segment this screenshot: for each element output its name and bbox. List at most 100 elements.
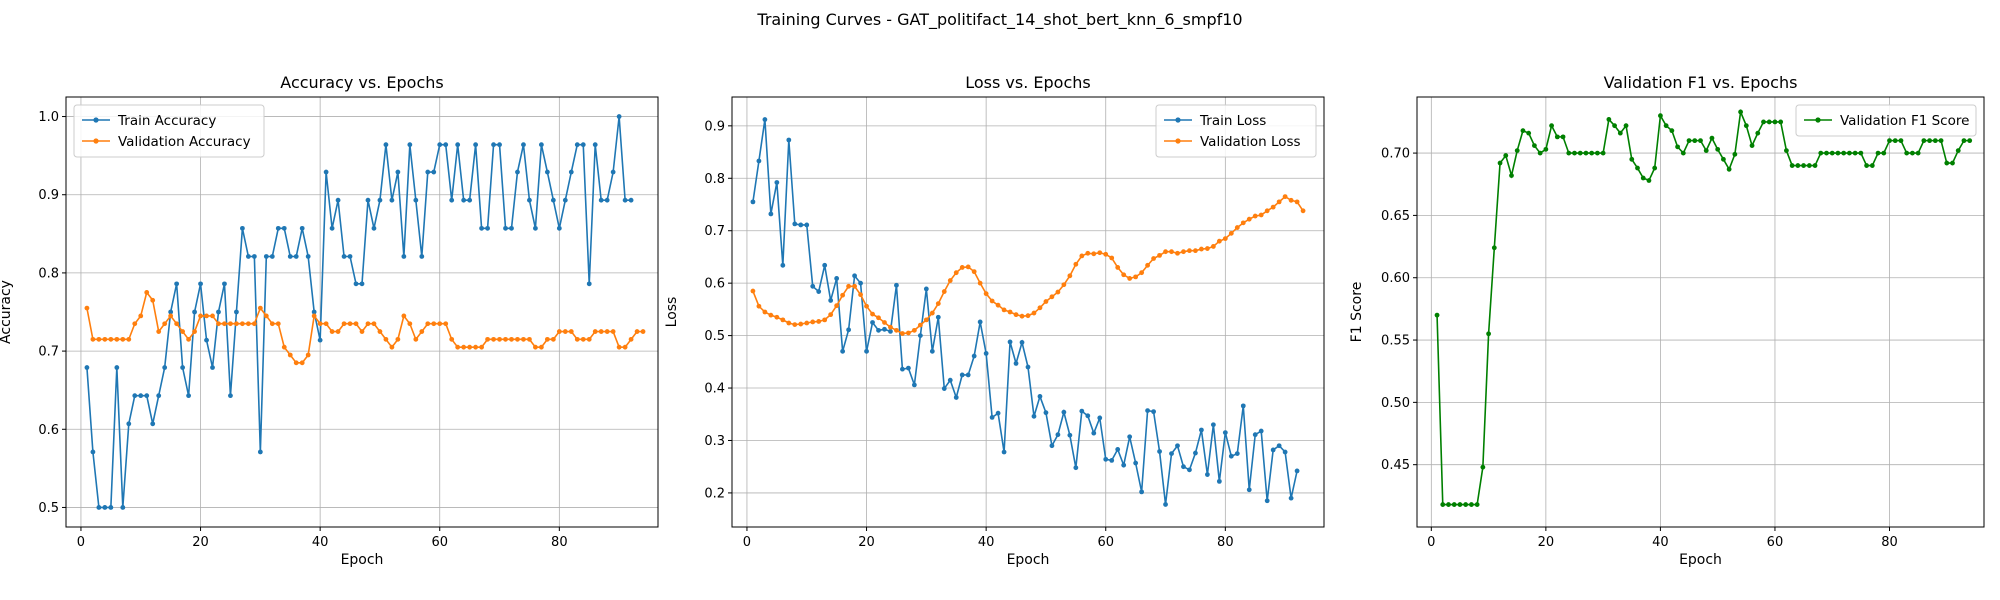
train-loss-point (876, 327, 881, 333)
validation-loss-point (1282, 194, 1288, 200)
validation-accuracy-point (198, 313, 203, 319)
validation-f1-score-point (1789, 163, 1795, 168)
train-loss-point (1085, 413, 1091, 419)
validation-f1-score-point (1715, 146, 1721, 152)
validation-accuracy-point (186, 336, 191, 342)
validation-loss-point (1300, 208, 1306, 214)
train-loss-point (1091, 430, 1097, 436)
validation-f1-score-point (1778, 119, 1784, 125)
validation-loss-point (1109, 255, 1115, 261)
validation-accuracy-point (216, 321, 221, 327)
y-tick-label: 0.9 (38, 188, 59, 203)
train-loss-point (1127, 434, 1133, 440)
validation-f1-score-point (1858, 150, 1864, 156)
validation-accuracy-point (383, 336, 389, 342)
train-accuracy-point (180, 365, 186, 370)
validation-loss-point (1270, 204, 1276, 210)
legend-swatch-marker (1175, 117, 1181, 123)
train-accuracy-point (377, 197, 383, 203)
train-loss-point (864, 348, 869, 354)
train-loss-point (1175, 443, 1180, 449)
validation-loss-point (858, 292, 863, 298)
y-tick-label: 0.7 (704, 224, 725, 239)
validation-f1-score-point (1549, 123, 1554, 129)
validation-f1-score-point (1755, 130, 1761, 136)
validation-accuracy-point (359, 329, 365, 334)
validation-f1-score-point (1944, 160, 1950, 166)
validation-f1-score-point (1904, 150, 1910, 156)
x-tick-label: 80 (551, 535, 568, 550)
validation-loss-point (1288, 197, 1294, 203)
train-loss-point (900, 366, 905, 372)
validation-f1-score-point (1732, 151, 1738, 157)
validation-loss-point (1187, 248, 1192, 254)
validation-accuracy-point (604, 329, 610, 334)
train-accuracy-point (515, 169, 520, 175)
train-loss-point (995, 410, 1001, 416)
x-tick-label: 60 (1097, 535, 1114, 550)
train-loss-point (1001, 449, 1007, 455)
validation-f1-score-point (1474, 502, 1480, 507)
validation-loss-point (1073, 261, 1079, 267)
validation-loss-point (1097, 250, 1103, 256)
train-accuracy-point (186, 393, 191, 399)
validation-f1-score-point (1869, 163, 1875, 168)
train-accuracy-point (383, 142, 389, 148)
validation-accuracy-point (461, 344, 467, 350)
validation-accuracy-point (144, 290, 150, 295)
validation-loss-point (971, 269, 977, 275)
validation-f1-score-point (1469, 502, 1474, 507)
train-loss-point (882, 326, 887, 332)
train-accuracy-point (413, 197, 419, 203)
validation-loss-point (774, 314, 780, 320)
train-accuracy-point (437, 142, 443, 148)
validation-accuracy-point (562, 329, 568, 334)
train-loss-point (1193, 450, 1198, 456)
validation-loss-point (756, 303, 762, 309)
train-loss-point (929, 348, 935, 354)
train-accuracy-point (407, 142, 413, 148)
validation-loss-series (750, 194, 1306, 336)
train-loss-point (1258, 428, 1264, 434)
train-accuracy-point (240, 225, 245, 231)
validation-f1-score-point (1554, 134, 1560, 140)
train-accuracy-point (150, 421, 156, 427)
validation-accuracy-point (96, 336, 102, 342)
loss-vs-epochs-legend: Train Loss Validation Loss (1155, 104, 1317, 158)
validation-accuracy-point (240, 321, 245, 327)
validation-f1-score-point (1486, 331, 1491, 337)
validation-accuracy-point (628, 336, 634, 342)
train-loss-point (1043, 410, 1049, 416)
train-accuracy-point (419, 254, 425, 259)
validation-f1-score-point (1772, 119, 1778, 125)
validation-f1-vs-epochs-axes-frame (1416, 96, 1985, 528)
validation-f1-score-line (1436, 108, 1970, 506)
train-accuracy-point (90, 449, 96, 455)
train-loss-point (1139, 489, 1145, 495)
train-accuracy-point (138, 393, 144, 399)
train-accuracy-point (491, 142, 496, 148)
train-accuracy-point (323, 169, 329, 175)
validation-f1-score-point (1652, 165, 1658, 171)
train-accuracy-point (550, 197, 556, 203)
train-loss-point (750, 199, 756, 205)
validation-f1-score-point (1875, 150, 1881, 156)
train-loss-point (810, 283, 816, 289)
train-accuracy-point (257, 449, 263, 455)
validation-f1-score-point (1961, 138, 1967, 144)
train-loss-point (1294, 468, 1300, 474)
y-tick-label: 0.6 (38, 423, 59, 438)
validation-f1-score-point (1847, 150, 1852, 156)
y-tick-label: 0.5 (704, 329, 725, 344)
train-accuracy-point (216, 309, 221, 315)
validation-f1-score-point (1841, 150, 1847, 156)
validation-loss-point (1169, 249, 1174, 255)
train-loss-point (786, 137, 792, 143)
y-tick-label: 0.5 (38, 501, 59, 516)
validation-loss-point (1228, 230, 1234, 236)
validation-accuracy-point (431, 321, 437, 327)
train-accuracy-point (251, 254, 257, 259)
validation-accuracy-point (371, 321, 377, 327)
loss-vs-epochs-axes-frame (731, 96, 1325, 528)
train-loss-point (1210, 422, 1216, 428)
